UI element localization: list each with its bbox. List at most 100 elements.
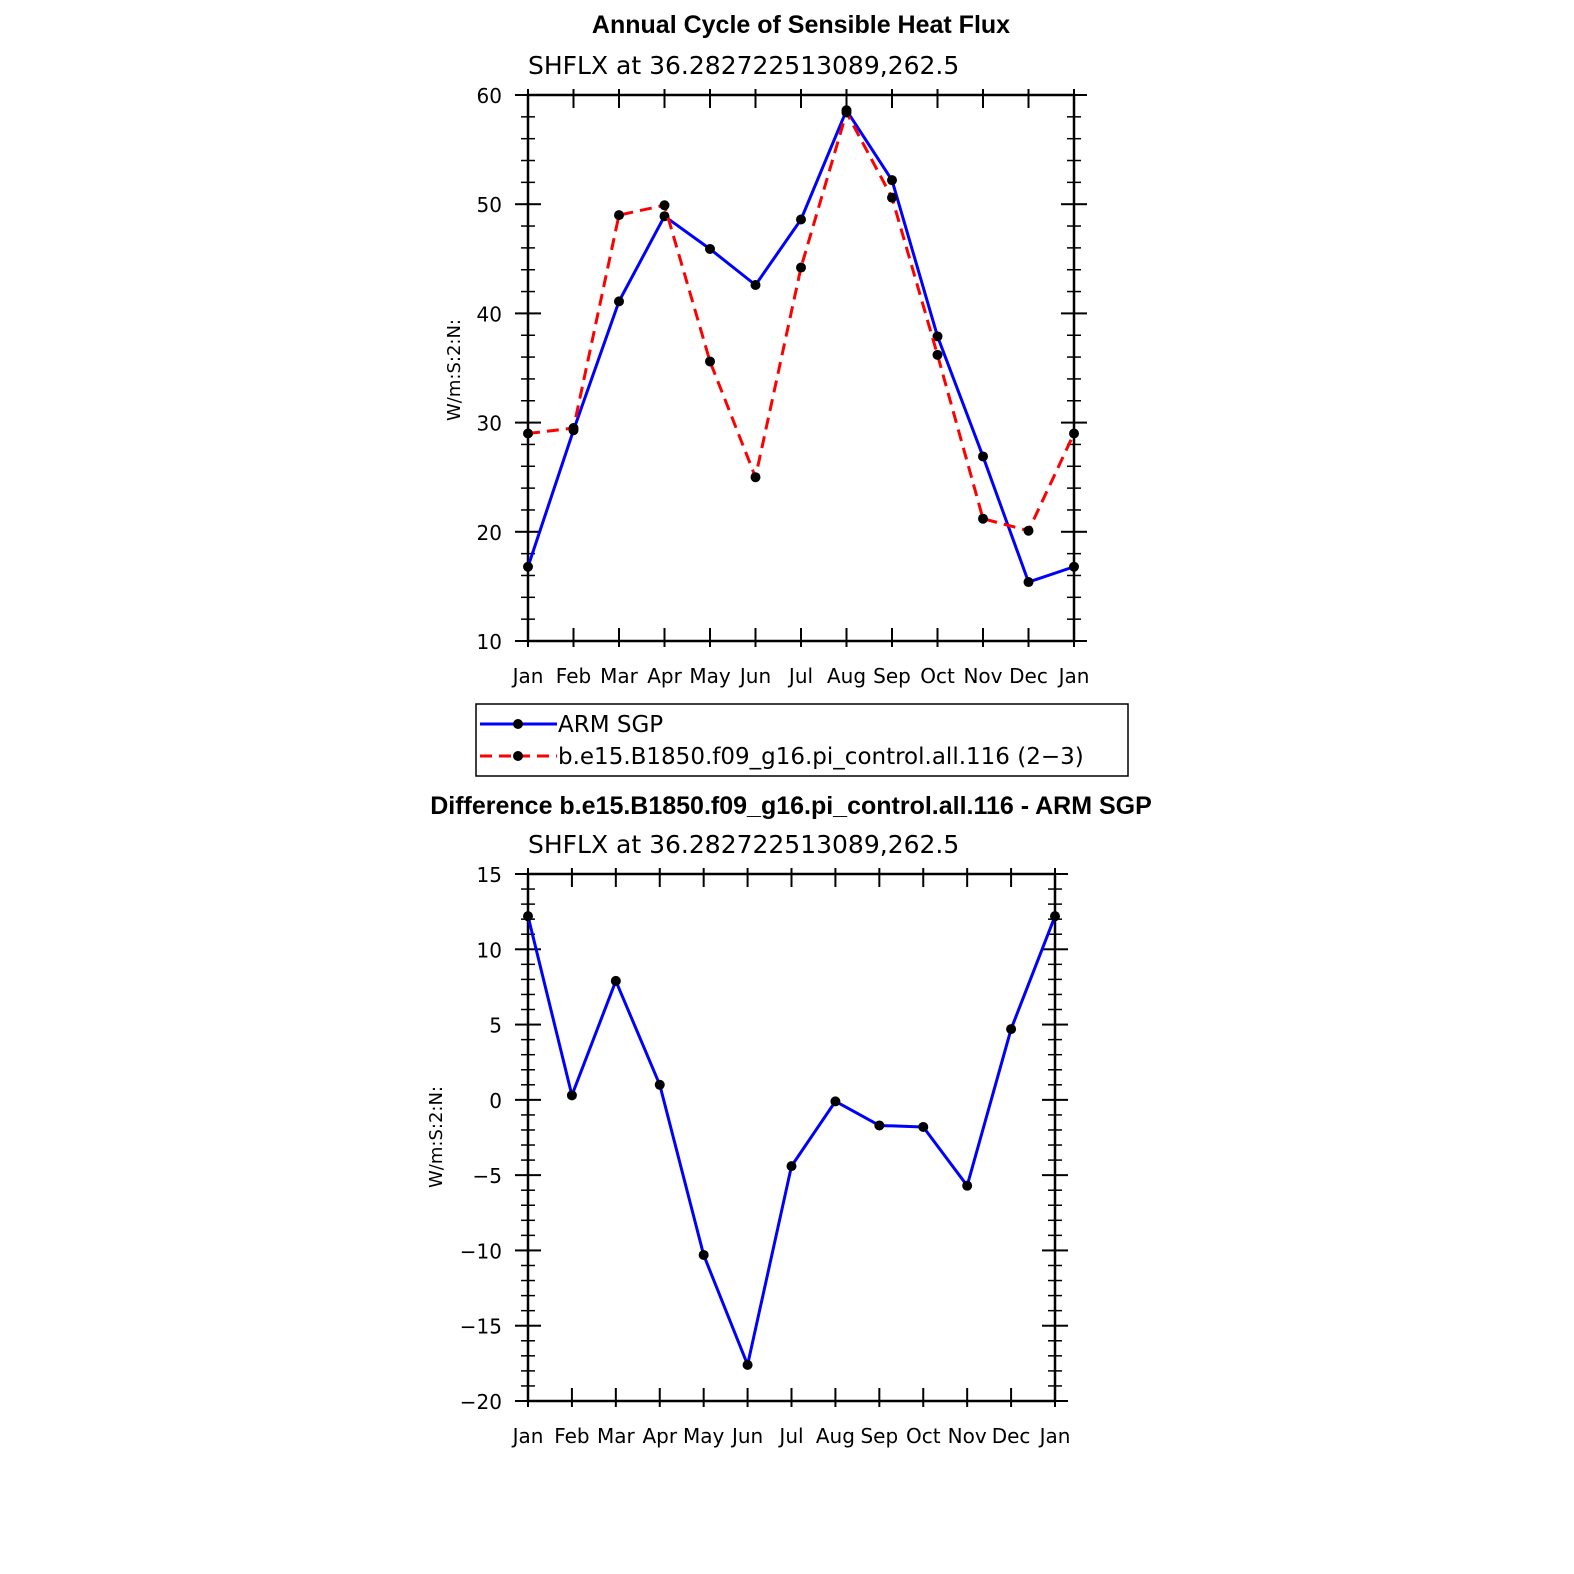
- top-series-0-point: [523, 561, 533, 572]
- bottom-x-tick-label: Aug: [816, 1424, 855, 1448]
- bottom-plot-frame: [526, 872, 1057, 1403]
- legend-marker-arm: [513, 719, 523, 729]
- bottom-series-0-point: [742, 1359, 753, 1370]
- top-series-0-point: [887, 175, 897, 186]
- bottom-y-tick-label: −15: [460, 1315, 502, 1339]
- bottom-x-tick-label: Jan: [511, 1424, 544, 1448]
- bottom-x-tick-label: Oct: [906, 1424, 941, 1448]
- top-y-tick-label: 40: [477, 302, 502, 326]
- top-chart-subtitle: SHFLX at 36.282722513089,262.5: [528, 51, 959, 80]
- bottom-chart-title: Difference b.e15.B1850.f09_g16.pi_contro…: [430, 792, 1152, 820]
- bottom-series-0-point: [1006, 1024, 1017, 1035]
- bottom-x-tick-label: Jul: [777, 1424, 803, 1448]
- bottom-y-tick-label: 15: [477, 863, 502, 887]
- top-x-tick-label: Nov: [963, 664, 1002, 688]
- top-x-tick-label: Sep: [873, 664, 911, 688]
- top-chart-title: Annual Cycle of Sensible Heat Flux: [592, 11, 1010, 39]
- top-series-1-point: [750, 472, 761, 483]
- bottom-series-0-point: [698, 1249, 709, 1260]
- top-chart-series: [523, 105, 1079, 588]
- top-series-1-point: [1023, 525, 1034, 536]
- bottom-y-tick-label: 10: [477, 938, 502, 962]
- bottom-series-0-point: [610, 975, 621, 986]
- top-y-tick-label: 30: [477, 412, 502, 436]
- top-chart: Annual Cycle of Sensible Heat Flux SHFLX…: [444, 11, 1089, 688]
- top-series-1-point: [705, 356, 715, 367]
- top-series-1-point: [1069, 428, 1079, 439]
- top-series-1-point: [523, 428, 533, 439]
- bottom-series-line-0: [526, 915, 1057, 1367]
- legend-label-model: b.e15.B1850.f09_g16.pi_control.all.116 (…: [558, 744, 1084, 770]
- top-series-0-point: [796, 214, 806, 225]
- bottom-x-tick-label: May: [683, 1424, 725, 1448]
- top-series-1-point: [887, 192, 897, 203]
- bottom-chart-ylabel: W/m:S:2:N:: [426, 1086, 447, 1188]
- bottom-y-tick-label: −5: [473, 1164, 502, 1188]
- bottom-y-tick-label: 0: [489, 1089, 502, 1113]
- bottom-chart: Difference b.e15.B1850.f09_g16.pi_contro…: [426, 792, 1152, 1448]
- bottom-x-tick-label: Mar: [597, 1424, 636, 1448]
- top-chart-ylabel: W/m:S:2:N:: [444, 319, 465, 421]
- top-x-tick-label: Mar: [600, 664, 639, 688]
- bottom-chart-series: [523, 911, 1060, 1370]
- legend-marker-model: [513, 751, 523, 761]
- top-series-0-point: [932, 331, 943, 342]
- top-x-tick-label: May: [689, 664, 731, 688]
- top-series-line-1: [527, 110, 1076, 533]
- legend: ARM SGP b.e15.B1850.f09_g16.pi_control.a…: [475, 703, 1129, 777]
- top-series-0-point: [750, 280, 761, 291]
- top-chart-axes: Jan Feb Mar Apr May Jun Jul Aug Sep Oct Nov Dec Jan 1…: [477, 84, 1090, 688]
- bottom-x-tick-label: Apr: [642, 1424, 677, 1448]
- top-series-1-point: [932, 349, 943, 360]
- bottom-y-tick-label: −20: [460, 1390, 502, 1414]
- top-x-tick-label: Oct: [920, 664, 955, 688]
- top-x-tick-label: Dec: [1009, 664, 1048, 688]
- top-x-tick-label: Jan: [511, 664, 544, 688]
- top-series-1-point: [796, 262, 806, 273]
- bottom-series-0-point: [1050, 911, 1060, 922]
- legend-label-arm: ARM SGP: [558, 712, 663, 738]
- top-series-0-point: [1023, 577, 1034, 588]
- bottom-series-0-point: [566, 1090, 577, 1101]
- bottom-x-tick-label: Nov: [948, 1424, 987, 1448]
- bottom-y-tick-label: 5: [489, 1014, 502, 1038]
- top-series-1-point: [614, 210, 624, 221]
- top-series-1-point: [978, 513, 988, 524]
- legend-box: [475, 703, 1129, 777]
- bottom-series-0-point: [786, 1161, 797, 1172]
- top-x-tick-label: Feb: [556, 664, 591, 688]
- bottom-x-tick-label: Feb: [554, 1424, 589, 1448]
- top-series-0-point: [978, 451, 988, 462]
- bottom-x-tick-label: Dec: [992, 1424, 1031, 1448]
- top-series-0-point: [614, 296, 624, 307]
- top-x-tick-label: Jul: [787, 664, 813, 688]
- top-x-tick-label: Aug: [827, 664, 866, 688]
- top-series-line-0: [526, 108, 1075, 584]
- top-x-tick-label: Jun: [738, 664, 771, 688]
- top-y-tick-label: 60: [477, 84, 502, 108]
- bottom-series-0-point: [830, 1096, 841, 1107]
- bottom-series-0-point: [918, 1121, 929, 1132]
- bottom-series-0-point: [523, 911, 533, 922]
- bottom-x-tick-label: Jan: [1038, 1424, 1071, 1448]
- bottom-chart-subtitle: SHFLX at 36.282722513089,262.5: [528, 830, 959, 859]
- bottom-y-tick-label: −10: [460, 1239, 502, 1263]
- bottom-chart-axes: Jan Feb Mar Apr May Jun Jul Aug Sep Oct Nov Dec Jan−…: [460, 863, 1071, 1448]
- bottom-series-0-point: [874, 1120, 885, 1131]
- top-series-0-point: [705, 243, 715, 254]
- bottom-series-0-point: [962, 1180, 973, 1191]
- top-x-tick-label: Apr: [647, 664, 682, 688]
- top-series-0-point: [1069, 561, 1079, 572]
- top-x-tick-label: Jan: [1057, 664, 1090, 688]
- top-y-tick-label: 50: [477, 193, 502, 217]
- top-y-tick-label: 10: [477, 630, 502, 654]
- bottom-x-tick-label: Jun: [730, 1424, 763, 1448]
- bottom-series-0-point: [654, 1079, 665, 1090]
- top-y-tick-label: 20: [477, 521, 502, 545]
- top-plot-frame: [526, 93, 1076, 643]
- bottom-x-tick-label: Sep: [860, 1424, 898, 1448]
- top-series-1-point: [568, 423, 579, 434]
- top-series-1-point: [841, 107, 852, 118]
- top-series-1-point: [659, 200, 670, 211]
